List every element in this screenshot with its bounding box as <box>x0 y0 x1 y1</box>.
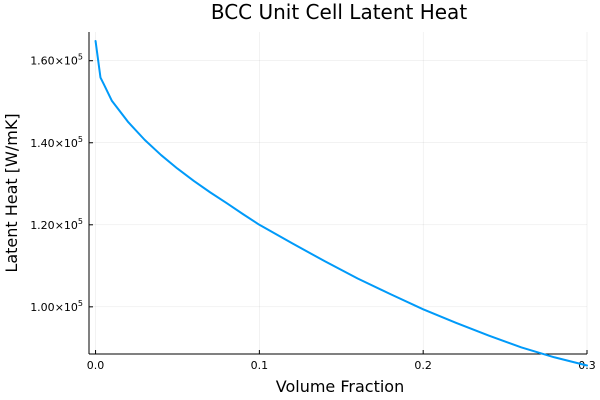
y-tick-label-1: 1.20×105 <box>30 217 83 232</box>
axes <box>88 32 587 355</box>
y-tick-exponent-1: 5 <box>78 217 83 226</box>
chart-title: BCC Unit Cell Latent Heat <box>211 0 467 24</box>
y-tick-times-2: ×10 <box>55 137 78 150</box>
y-tick-label-0: 1.00×105 <box>30 299 83 314</box>
y-tick-mantissa-1: 1.20 <box>30 219 55 232</box>
y-tick-exponent-3: 5 <box>78 53 83 62</box>
y-tick-mantissa-0: 1.00 <box>30 301 55 314</box>
y-tick-times-0: ×10 <box>55 301 78 314</box>
y-tick-exponent-0: 5 <box>78 299 83 308</box>
x-tick-label-2: 0.2 <box>414 359 432 372</box>
ticks: 0.0 0.1 0.2 0.31.00×1051.20×1051.40×1051.60… <box>30 53 596 372</box>
grid <box>89 32 588 354</box>
y-tick-label-2: 1.40×105 <box>30 135 83 150</box>
series-line-0 <box>94 40 588 367</box>
x-tick-label-1: 0.1 <box>251 359 269 372</box>
y-tick-exponent-2: 5 <box>78 135 83 144</box>
y-tick-times-3: ×10 <box>55 55 78 68</box>
y-tick-mantissa-3: 1.60 <box>30 55 55 68</box>
y-tick-mantissa-2: 1.40 <box>30 137 55 150</box>
y-tick-times-1: ×10 <box>55 219 78 232</box>
y-tick-label-3: 1.60×105 <box>30 53 83 68</box>
series-group <box>94 40 588 367</box>
y-axis-label: Latent Heat [W/mK] <box>2 113 21 272</box>
x-axis-label: Volume Fraction <box>276 377 404 396</box>
x-tick-label-0: 0.0 <box>87 359 105 372</box>
